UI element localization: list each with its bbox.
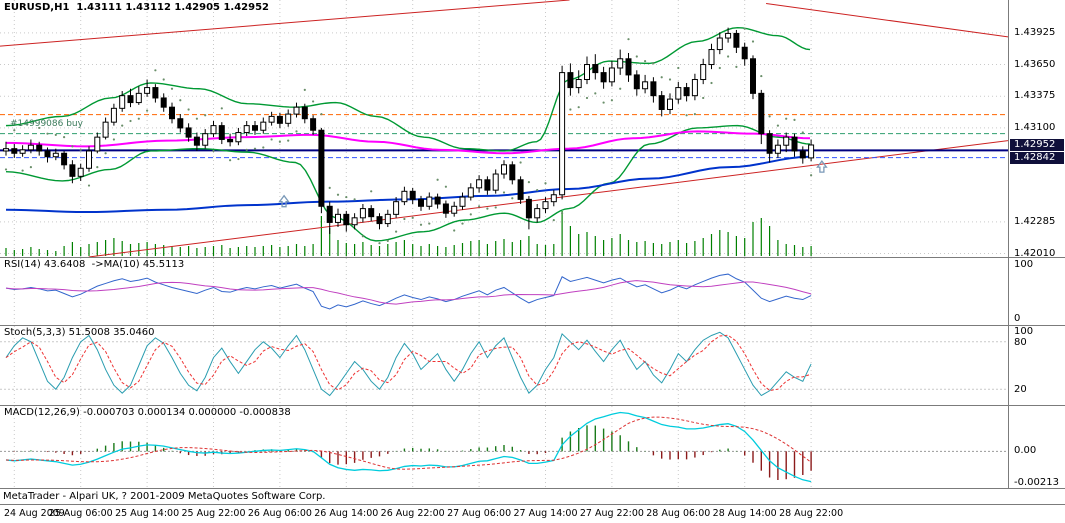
rsi-canvas[interactable] xyxy=(0,258,1008,325)
price-label: 1.42285 xyxy=(1014,215,1056,227)
symbol-period-label: EURUSD,H1 xyxy=(4,2,70,13)
price-label: 1.43100 xyxy=(1014,121,1056,133)
rsi-panel[interactable]: RSI(14) 43.6408 ->MA(10) 45.5113 xyxy=(0,258,1008,326)
time-label: 27 Aug 06:00 xyxy=(447,508,512,519)
time-label: 24 Aug 2009 xyxy=(4,508,65,519)
time-label: 28 Aug 06:00 xyxy=(646,508,711,519)
time-label: 25 Aug 06:00 xyxy=(48,508,113,519)
rsi-label: RSI(14) 43.6408 ->MA(10) 45.5113 xyxy=(4,259,185,270)
rsi-scale-label: 100 xyxy=(1014,259,1034,270)
rsi-scale-label: 0 xyxy=(1014,313,1021,324)
status-bar-text: MetaTrader - Alpari UK, ? 2001-2009 Meta… xyxy=(3,491,326,502)
time-label: 28 Aug 14:00 xyxy=(712,508,777,519)
stochastic-panel[interactable]: Stoch(5,3,3) 51.5008 35.0460 xyxy=(0,326,1008,406)
price-chart-panel[interactable]: EURUSD,H1 1.43111 1.43112 1.42905 1.4295… xyxy=(0,0,1008,258)
line-price-tag: 1.42842 xyxy=(1010,151,1064,164)
macd-axis[interactable]: 0.00 -0.00213 xyxy=(1008,406,1065,489)
macd-canvas[interactable] xyxy=(0,406,1008,488)
stoch-row: Stoch(5,3,3) 51.5008 35.0460 100 80 20 xyxy=(0,326,1065,406)
chart-title: EURUSD,H1 1.43111 1.43112 1.42905 1.4295… xyxy=(4,2,269,13)
rsi-row: RSI(14) 43.6408 ->MA(10) 45.5113 100 0 xyxy=(0,258,1065,326)
buy-arrow-icon xyxy=(278,194,290,208)
time-label: 26 Aug 06:00 xyxy=(247,508,312,519)
time-label: 25 Aug 22:00 xyxy=(181,508,246,519)
price-label: 1.43375 xyxy=(1014,90,1056,102)
macd-scale-label: -0.00213 xyxy=(1014,477,1059,488)
price-chart-canvas[interactable] xyxy=(0,0,1008,257)
time-axis[interactable]: 24 Aug 2009 25 Aug 06:00 25 Aug 14:00 25 Au… xyxy=(0,505,1065,523)
bid-price-tag: 1.42952 xyxy=(1010,138,1064,151)
time-label: 25 Aug 14:00 xyxy=(115,508,180,519)
price-chart-row: EURUSD,H1 1.43111 1.43112 1.42905 1.4295… xyxy=(0,0,1065,258)
status-bar: MetaTrader - Alpari UK, ? 2001-2009 Meta… xyxy=(0,489,1065,505)
rsi-axis[interactable]: 100 0 xyxy=(1008,258,1065,326)
time-label: 27 Aug 22:00 xyxy=(579,508,644,519)
macd-panel[interactable]: MACD(12,26,9) -0.000703 0.000134 0.00000… xyxy=(0,406,1008,489)
macd-scale-label: 0.00 xyxy=(1014,445,1037,457)
buy-arrow-icon xyxy=(816,160,828,173)
stoch-scale-label: 80 xyxy=(1014,336,1027,348)
price-label: 1.43650 xyxy=(1014,58,1056,70)
price-axis[interactable]: 1.43925 1.43650 1.43375 1.43100 1.42285 1.420… xyxy=(1008,0,1065,258)
time-label: 26 Aug 22:00 xyxy=(380,508,445,519)
ohlc-quote-label: 1.43111 1.43112 1.42905 1.42952 xyxy=(76,2,270,13)
time-label: 26 Aug 14:00 xyxy=(314,508,379,519)
time-label: 27 Aug 14:00 xyxy=(513,508,578,519)
order-label: #14999086 buy xyxy=(10,119,83,129)
macd-label: MACD(12,26,9) -0.000703 0.000134 0.00000… xyxy=(4,407,291,418)
price-label: 1.43925 xyxy=(1014,26,1056,38)
stoch-scale-label: 100 xyxy=(1014,326,1034,337)
time-label: 28 Aug 22:00 xyxy=(779,508,844,519)
macd-row: MACD(12,26,9) -0.000703 0.000134 0.00000… xyxy=(0,406,1065,489)
stochastic-label: Stoch(5,3,3) 51.5008 35.0460 xyxy=(4,327,155,338)
stochastic-axis[interactable]: 100 80 20 xyxy=(1008,326,1065,406)
stoch-scale-label: 20 xyxy=(1014,384,1027,396)
price-label: 1.42010 xyxy=(1014,247,1056,258)
stochastic-canvas[interactable] xyxy=(0,326,1008,405)
